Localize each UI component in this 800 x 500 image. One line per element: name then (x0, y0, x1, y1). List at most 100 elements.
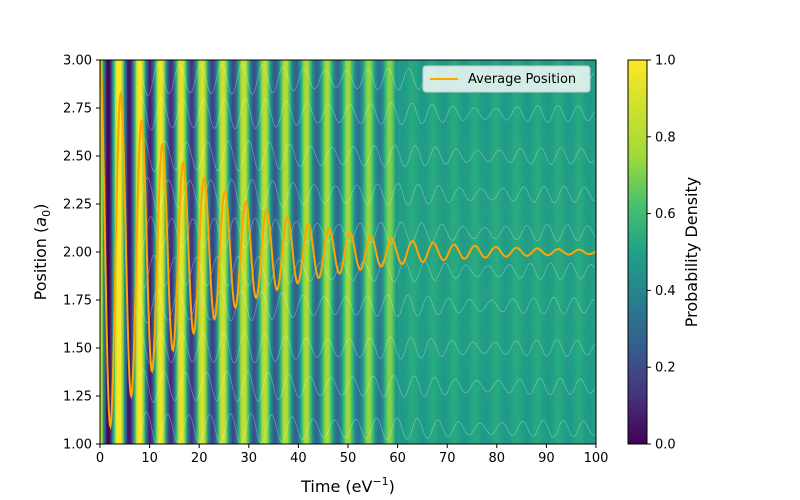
heatmap-cell (523, 60, 526, 444)
heatmap-cell (403, 60, 406, 444)
density-contour-line (139, 138, 595, 173)
heatmap-cell (591, 60, 594, 444)
heatmap-cell (411, 60, 414, 444)
heatmap-cell (433, 60, 436, 444)
heatmap-cell (254, 60, 257, 444)
heatmap-cell (247, 60, 250, 444)
heatmap-band (373, 434, 596, 444)
heatmap-band (372, 261, 596, 272)
y-tick-label: 2.75 (63, 102, 92, 117)
heatmap-cell (221, 60, 224, 444)
heatmap-cell (393, 60, 396, 444)
heatmap-cell (465, 60, 468, 444)
heatmap-band (372, 223, 596, 234)
heatmap-cell (547, 60, 550, 444)
heatmap-cell (537, 60, 540, 444)
heatmap-cell (215, 60, 218, 444)
heatmap-cell (579, 60, 582, 444)
heatmap-cell (140, 60, 143, 444)
heatmap-cell (388, 60, 391, 444)
heatmap-cell (357, 60, 360, 444)
heatmap-band (372, 165, 596, 176)
y-tick-label: 2.25 (63, 198, 92, 213)
heatmap-cell (400, 60, 403, 444)
heatmap-cell (100, 60, 103, 444)
heatmap-cell (317, 60, 321, 444)
heatmap-cell (502, 60, 505, 444)
heatmap-cell (379, 60, 382, 444)
heatmap-band (373, 396, 596, 406)
heatmap-cell (589, 60, 593, 444)
heatmap-cell (487, 60, 490, 444)
heatmap-cell (498, 60, 501, 444)
heatmap-cell (212, 60, 215, 444)
heatmap-cell (185, 60, 188, 444)
colorbar-tick-label: 0.0 (655, 438, 676, 453)
density-contour-line (139, 95, 595, 131)
heatmap-cell (118, 60, 121, 444)
heatmap-cell (278, 60, 281, 444)
heatmap-cell (501, 60, 504, 444)
heatmap-cell (265, 60, 268, 444)
heatmap-cell (337, 60, 340, 444)
heatmap-cell (525, 60, 528, 444)
heatmap-cell (367, 60, 370, 444)
heatmap-cell (326, 60, 330, 444)
heatmap-cell (543, 60, 546, 444)
heatmap-cell (149, 60, 152, 444)
heatmap-cell (444, 60, 447, 444)
heatmap-cell (471, 60, 474, 444)
heatmap-cell (477, 60, 480, 444)
heatmap-cell (472, 60, 475, 444)
heatmap-cell (259, 60, 262, 444)
heatmap-cell (299, 60, 302, 444)
colorbar-tick-label: 0.4 (655, 284, 676, 299)
heatmap-cell (107, 60, 110, 444)
colorbar-tick-label: 1.0 (655, 54, 676, 69)
heatmap-cell (188, 60, 191, 444)
heatmap-cell (504, 60, 507, 444)
heatmap-band (372, 309, 596, 320)
heatmap-cell (235, 60, 238, 444)
heatmap-cell (230, 60, 233, 444)
heatmap-cell (109, 60, 112, 444)
heatmap-cell (211, 60, 214, 444)
colorbar-tick-label: 0.6 (655, 207, 676, 222)
heatmap-cell (202, 60, 205, 444)
heatmap-cell (272, 60, 275, 444)
heatmap-cell (143, 60, 146, 444)
heatmap-band (372, 357, 596, 368)
heatmap-cell (381, 60, 384, 444)
heatmap-band (372, 338, 596, 349)
heatmap-cell (257, 60, 260, 444)
heatmap-cell (490, 60, 493, 444)
heatmap-cell (206, 60, 209, 444)
colorbar-tick-label: 0.2 (655, 361, 676, 376)
heatmap-cell (238, 60, 241, 444)
heatmap-cell (127, 60, 130, 444)
heatmap-cell (532, 60, 535, 444)
x-tick-label: 100 (584, 451, 609, 466)
heatmap-cell (305, 60, 309, 444)
heatmap-cell (286, 60, 289, 444)
x-tick-label: 10 (141, 451, 158, 466)
heatmap-cell (391, 60, 394, 444)
heatmap-cell (335, 60, 339, 444)
heatmap-cell (304, 60, 307, 444)
heatmap-band (372, 348, 596, 359)
heatmap-cell (558, 60, 561, 444)
density-contour-line (139, 411, 595, 444)
heatmap-cell (175, 60, 178, 444)
heatmap-cell (296, 60, 299, 444)
heatmap-cell (307, 60, 310, 444)
heatmap-cell (376, 60, 379, 444)
x-axis: 0 10 20 30 40 50 60 70 80 90 100 (96, 444, 609, 466)
x-tick-label: 80 (489, 451, 506, 466)
heatmap-cell (421, 60, 424, 444)
heatmap-cell (227, 60, 230, 444)
heatmap-band (372, 213, 596, 224)
heatmap-cell (179, 60, 182, 444)
heatmap-cell (442, 60, 445, 444)
density-contour-line (139, 254, 595, 290)
heatmap-cell (209, 60, 212, 444)
